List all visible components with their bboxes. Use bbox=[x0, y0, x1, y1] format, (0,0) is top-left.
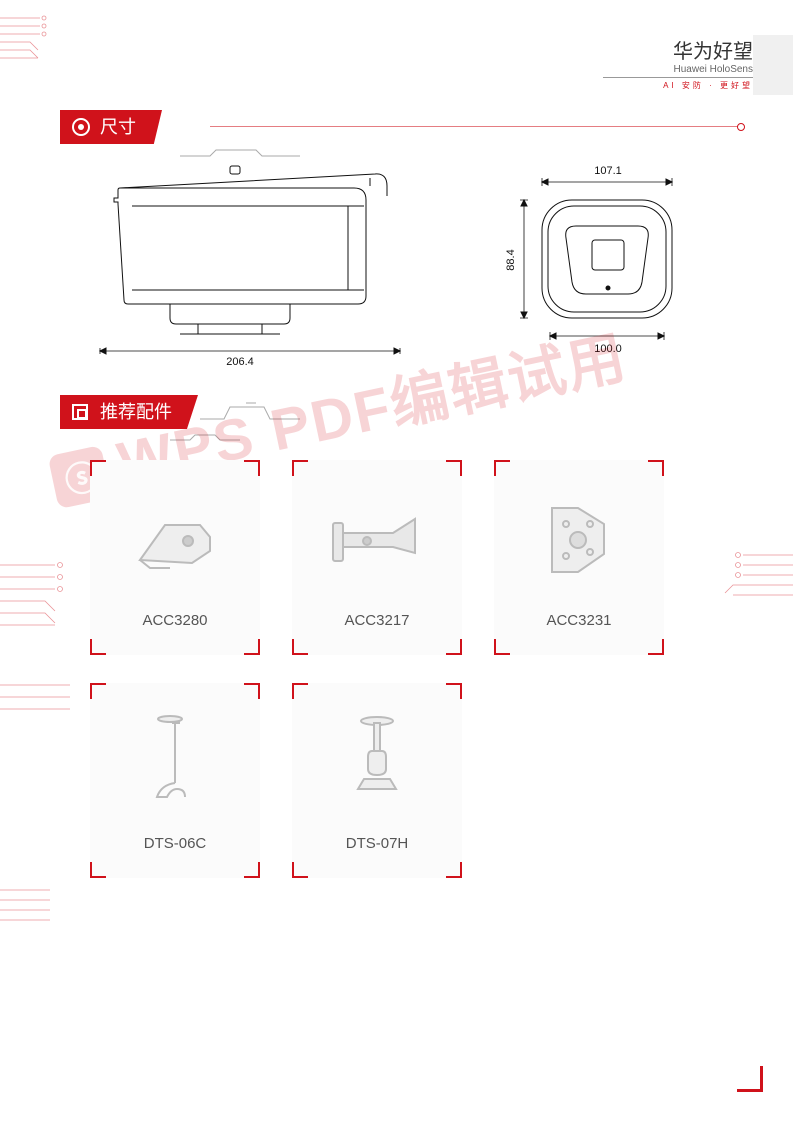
accessory-thumb bbox=[115, 713, 235, 813]
circuit-deco-mid-left bbox=[0, 555, 80, 755]
circuit-deco-top-left bbox=[0, 8, 60, 128]
brand-block: 华为好望 Huawei HoloSens AI 安防 · 更好望 bbox=[603, 35, 753, 91]
accessory-thumb bbox=[317, 490, 437, 590]
page-root: { "brand": { "cn": "华为好望", "en": "Huawei… bbox=[0, 0, 793, 1122]
accessory-card: DTS-07H bbox=[292, 683, 462, 878]
accessory-thumb bbox=[115, 490, 235, 590]
box-icon bbox=[72, 404, 88, 420]
accessory-card: DTS-06C bbox=[90, 683, 260, 878]
accessory-card: ACC3231 bbox=[494, 460, 664, 655]
accessory-label: ACC3280 bbox=[142, 612, 207, 629]
section-title: 推荐配件 bbox=[100, 402, 172, 422]
dim-length-label: 206.4 bbox=[226, 356, 254, 368]
brand-name-en: Huawei HoloSens bbox=[603, 64, 753, 78]
accessory-card-grid: ACC3280 ACC3217 ACC3231 DTS-06C bbox=[90, 460, 710, 878]
accessory-thumb bbox=[519, 490, 639, 590]
brand-name-cn: 华为好望 bbox=[603, 35, 753, 64]
accessory-label: DTS-06C bbox=[144, 835, 207, 852]
circuit-deco-right bbox=[723, 545, 793, 645]
accessory-card: ACC3217 bbox=[292, 460, 462, 655]
accessory-thumb bbox=[317, 713, 437, 813]
accessory-label: ACC3231 bbox=[546, 612, 611, 629]
dim-height-label: 88.4 bbox=[505, 249, 517, 270]
camera-front-view: 107.1 100.0 88.4 bbox=[480, 160, 710, 370]
section-header-dimensions: 尺寸 bbox=[60, 110, 162, 144]
circuit-deco-bot-left bbox=[0, 880, 70, 980]
target-icon bbox=[72, 118, 90, 136]
dim-outer-width-label: 107.1 bbox=[594, 165, 622, 177]
accessory-card: ACC3280 bbox=[90, 460, 260, 655]
page-corner-deco bbox=[737, 1066, 763, 1092]
brand-bg-block bbox=[753, 35, 793, 95]
accessory-label: ACC3217 bbox=[344, 612, 409, 629]
dimensions-diagram: 206.4 107.1 100 bbox=[80, 160, 700, 370]
camera-side-view: 206.4 bbox=[80, 160, 440, 370]
accessory-label: DTS-07H bbox=[346, 835, 409, 852]
dim-inner-width-label: 100.0 bbox=[594, 343, 622, 355]
section-header-accessories: 推荐配件 bbox=[60, 395, 198, 429]
section-title: 尺寸 bbox=[100, 117, 136, 137]
brand-tagline: AI 安防 · 更好望 bbox=[603, 80, 753, 91]
